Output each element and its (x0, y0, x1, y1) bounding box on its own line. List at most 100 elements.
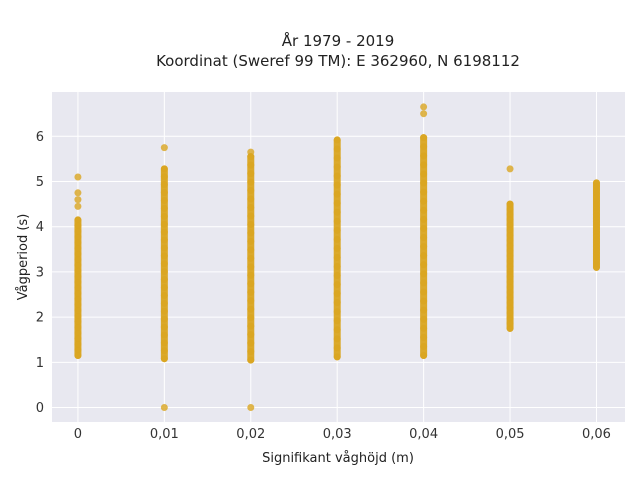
data-point (420, 161, 428, 169)
data-point (74, 202, 82, 210)
x-tick-labels: 0 0,01 0,02 0,03 0,04 0,05 0,06 (74, 427, 611, 442)
y-tick-label: 2 (36, 311, 44, 326)
data-point (247, 204, 255, 211)
data-point (247, 170, 255, 178)
data-point (333, 226, 341, 234)
data-point (420, 243, 428, 251)
data-point (247, 254, 255, 262)
data-point (333, 235, 341, 243)
data-point (74, 284, 82, 292)
data-point (160, 284, 168, 292)
data-point (160, 347, 168, 355)
data-point (74, 301, 82, 309)
data-point (160, 323, 168, 331)
data-point (506, 283, 514, 291)
data-point (247, 280, 255, 288)
data-point (333, 253, 341, 261)
data-point (74, 295, 82, 303)
data-point (74, 278, 82, 286)
data-point (247, 288, 255, 296)
y-tick-label: 0 (36, 401, 44, 416)
data-point (333, 199, 341, 207)
data-point (333, 262, 341, 270)
data-point (74, 335, 82, 343)
data-point (160, 315, 168, 323)
data-point (506, 221, 514, 229)
data-point (420, 324, 428, 332)
data-point (74, 233, 82, 241)
data-point (506, 267, 514, 275)
data-point (333, 326, 341, 334)
data-point (420, 224, 428, 232)
data-point (160, 291, 168, 299)
data-point (247, 305, 255, 313)
data-point (247, 348, 255, 356)
data-points (74, 103, 600, 412)
data-point (506, 309, 514, 317)
data-point (506, 247, 514, 255)
data-point (333, 181, 341, 189)
data-point (160, 196, 168, 204)
data-point (74, 340, 82, 348)
data-point (420, 279, 428, 287)
data-point (506, 262, 514, 270)
data-point (420, 152, 428, 160)
data-point (333, 217, 341, 225)
data-point (160, 339, 168, 347)
data-point (420, 110, 428, 118)
data-point (506, 226, 514, 234)
data-point (74, 289, 82, 297)
data-point (160, 144, 168, 152)
data-point (160, 307, 168, 315)
data-point (420, 143, 428, 151)
data-point (74, 261, 82, 269)
y-tick-label: 4 (36, 220, 44, 235)
data-point (74, 173, 82, 181)
data-point (333, 244, 341, 252)
data-point (74, 216, 82, 224)
data-point (506, 299, 514, 307)
data-point (160, 189, 168, 197)
x-tick-label: 0 (74, 427, 82, 442)
data-point (420, 252, 428, 260)
data-point (74, 352, 82, 360)
x-tick-label: 0,05 (496, 427, 525, 442)
data-point (247, 161, 255, 169)
data-point (333, 317, 341, 325)
data-point (160, 173, 168, 181)
x-tick-label: 0,03 (323, 427, 352, 442)
data-point (333, 299, 341, 307)
data-point (420, 315, 428, 323)
data-point (74, 318, 82, 326)
data-point (420, 206, 428, 214)
data-point (74, 239, 82, 247)
data-point (247, 246, 255, 254)
data-point (247, 263, 255, 271)
data-point (420, 188, 428, 196)
data-point (333, 190, 341, 198)
x-tick-label: 0,01 (150, 427, 179, 442)
data-point (333, 172, 341, 180)
data-point (247, 339, 255, 347)
data-point (160, 252, 168, 260)
data-point (160, 299, 168, 307)
data-point (420, 306, 428, 314)
data-point (74, 244, 82, 252)
data-point (420, 134, 428, 142)
data-point (420, 333, 428, 341)
data-point (506, 216, 514, 224)
data-point (74, 272, 82, 280)
chart-subtitle: Koordinat (Sweref 99 TM): E 362960, N 61… (156, 52, 520, 70)
data-point (506, 304, 514, 312)
data-point (506, 288, 514, 296)
data-point (333, 281, 341, 289)
data-point (74, 189, 82, 197)
data-point (74, 222, 82, 230)
data-point (74, 323, 82, 331)
data-point (333, 154, 341, 162)
data-point (160, 212, 168, 220)
data-point (247, 212, 255, 220)
data-point (506, 319, 514, 327)
data-point (420, 270, 428, 278)
data-point (74, 250, 82, 258)
